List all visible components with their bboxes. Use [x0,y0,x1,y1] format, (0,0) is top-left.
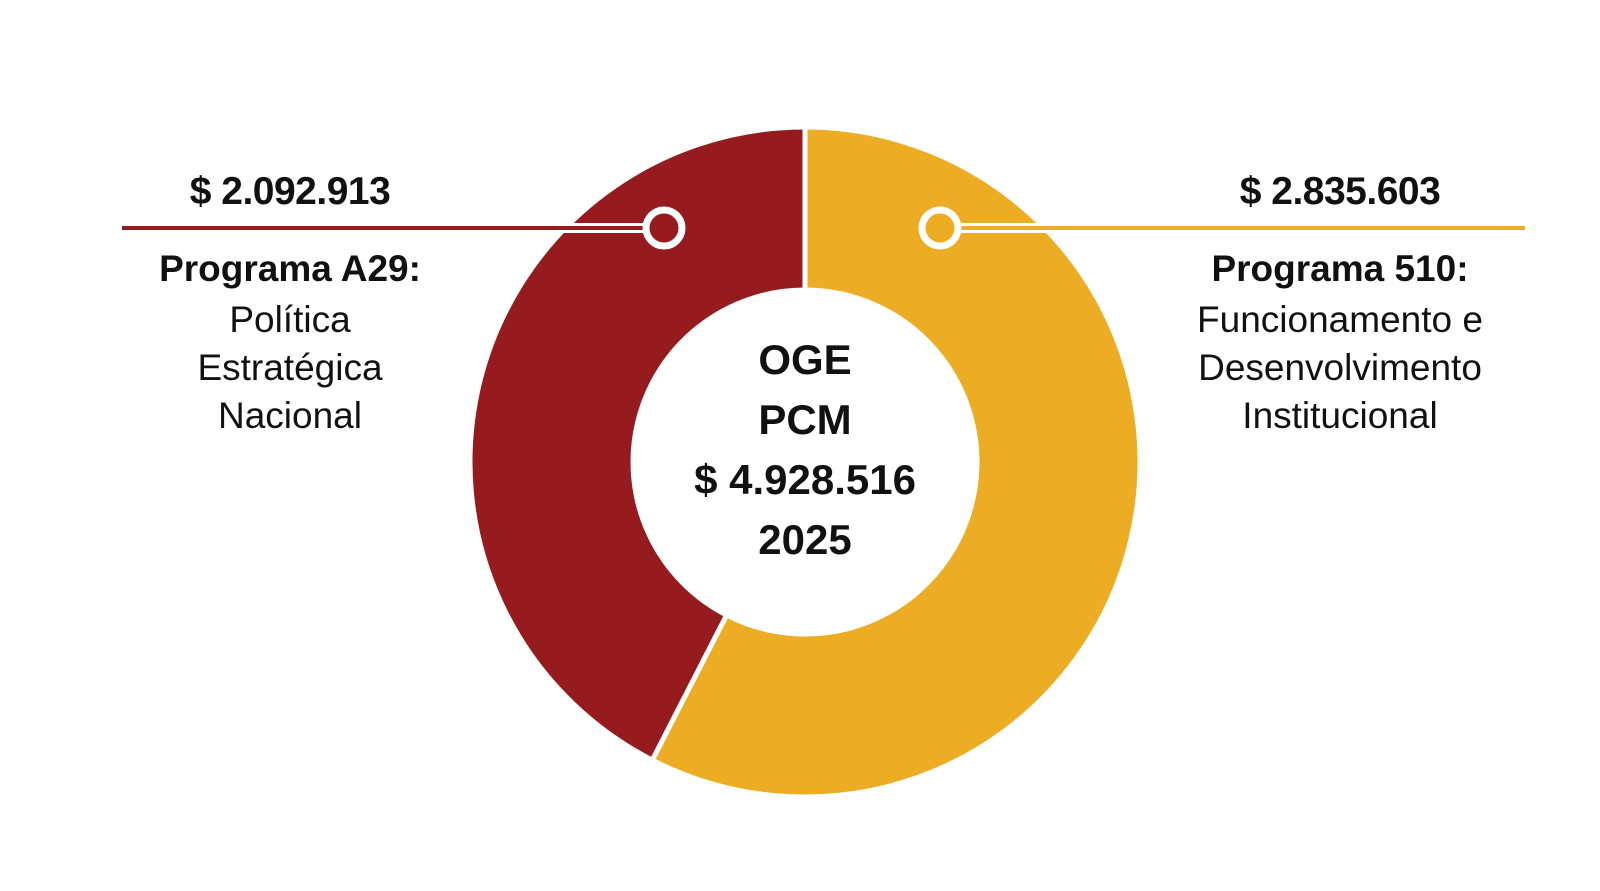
program-510-title: Programa 510: [1211,248,1469,289]
callout-layer [122,206,1525,250]
center-line-oge: OGE [758,336,852,383]
center-line-pcm: PCM [758,396,852,443]
donut-center-label: OGE PCM $ 4.928.516 2025 [640,330,970,570]
callout-marker-510 [918,206,962,250]
slice-value-label-a29: $ 2.092.913 [189,170,391,213]
program-a29-description: Política Estratégica Nacional [197,299,383,436]
slice-value-label-510: $ 2.835.603 [1239,170,1441,213]
center-total: $ 4.928.516 [694,456,916,503]
slices-layer [467,124,1143,800]
program-a29-title: Programa A29: [159,248,421,289]
center-year: 2025 [758,516,852,563]
slice-510 [648,124,1143,800]
callout-marker-a29 [642,206,686,250]
slice-a29 [467,124,808,764]
program-510-description: Funcionamento e Desenvolvimento Instituc… [1197,299,1483,436]
